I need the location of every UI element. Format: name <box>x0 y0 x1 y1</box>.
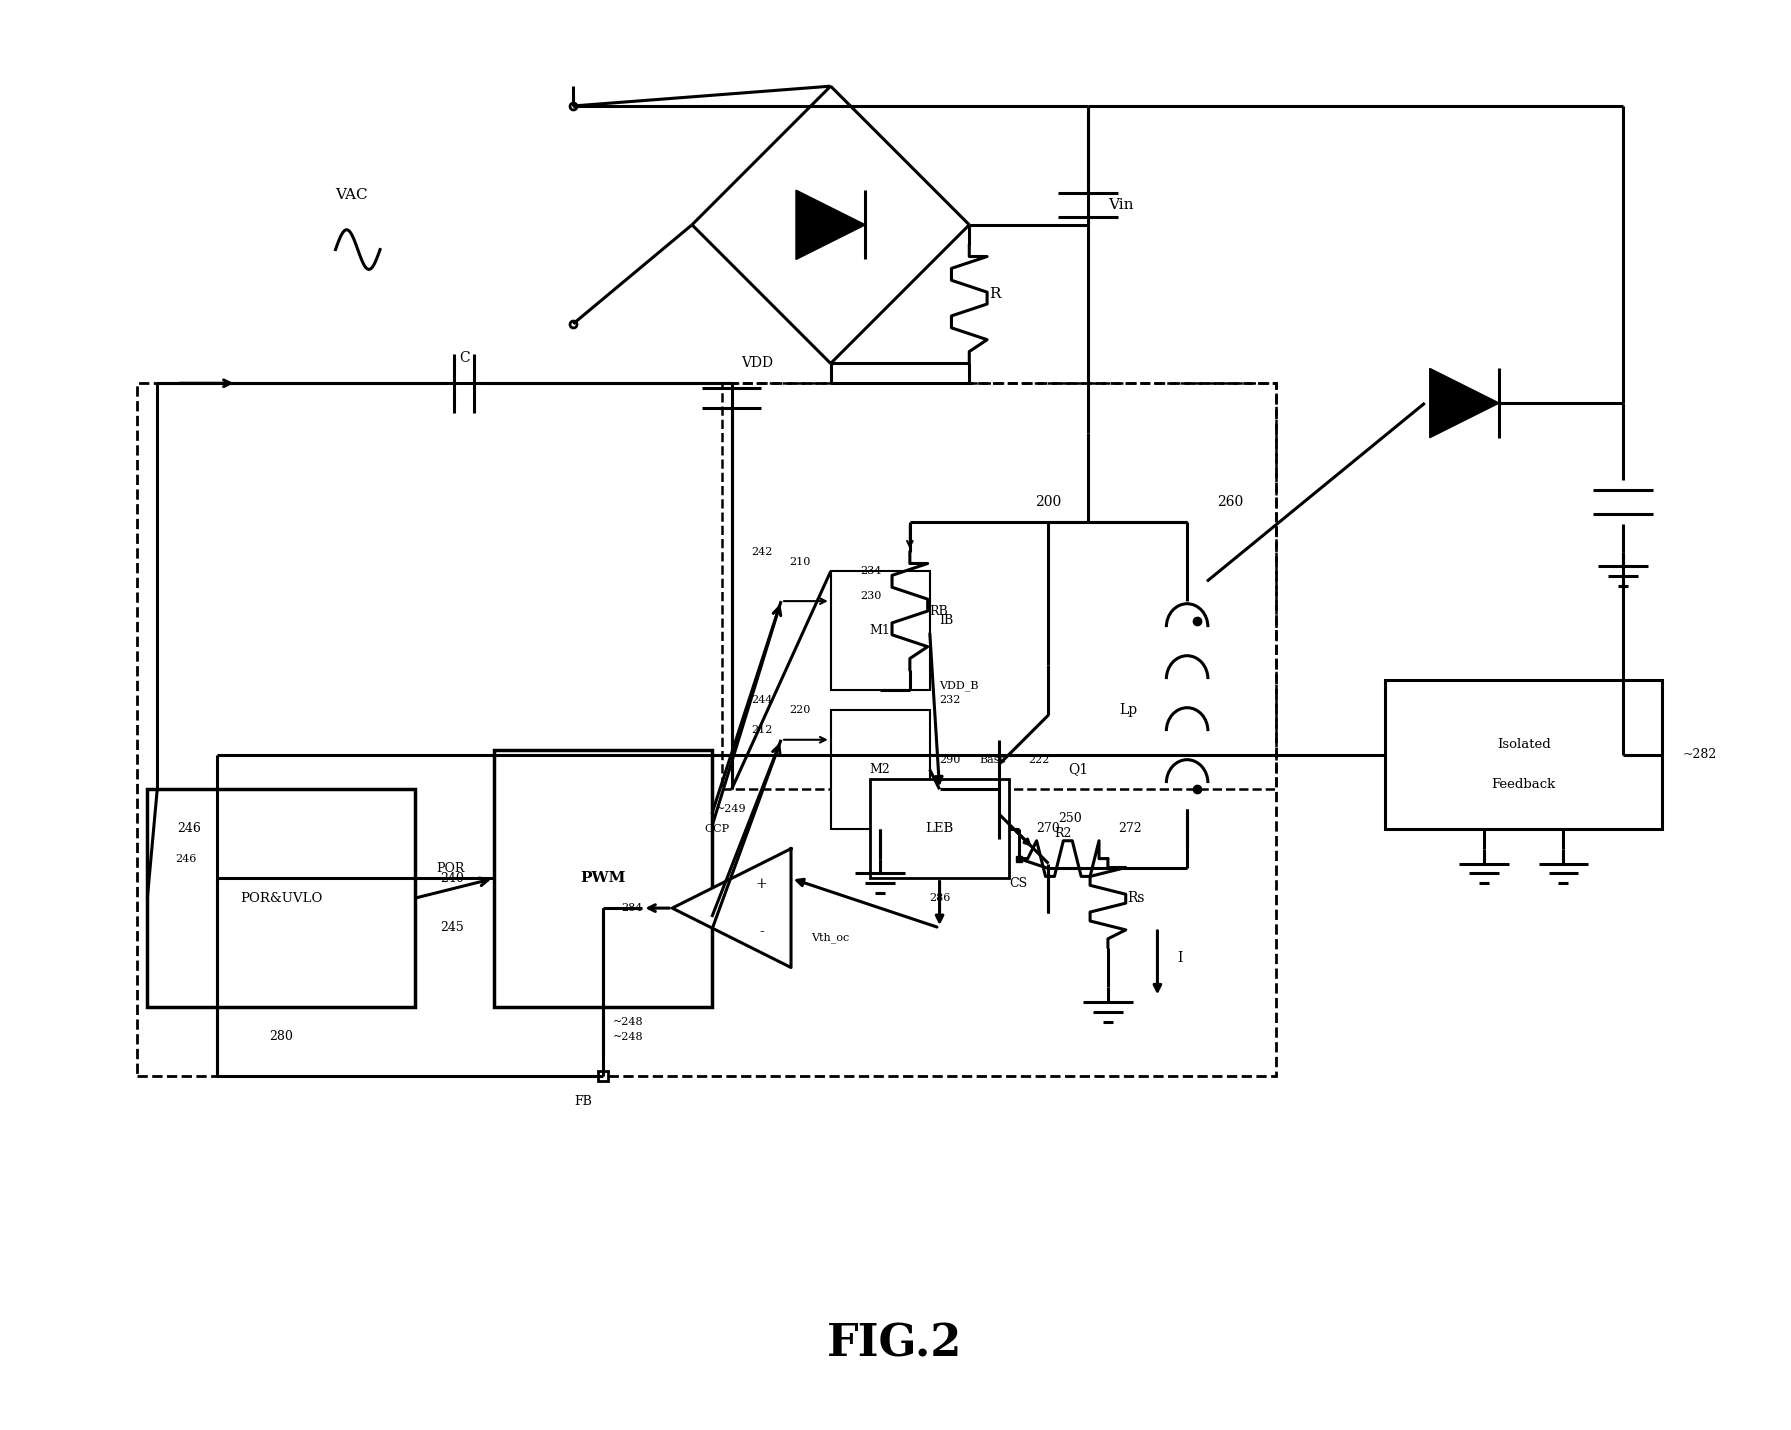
Bar <box>147 789 416 1007</box>
Text: 212: 212 <box>752 725 772 735</box>
Text: Lp: Lp <box>1119 704 1137 716</box>
Text: 234: 234 <box>860 566 881 576</box>
Text: 240: 240 <box>441 872 464 885</box>
Text: 230: 230 <box>860 591 881 601</box>
Text: 246: 246 <box>176 854 197 864</box>
Text: Isolated: Isolated <box>1497 738 1551 751</box>
Text: 246: 246 <box>177 822 201 835</box>
Bar <box>831 572 930 691</box>
Text: 290: 290 <box>940 755 962 765</box>
Bar <box>138 383 1277 1077</box>
Text: ~249: ~249 <box>716 804 747 814</box>
Text: FIG.2: FIG.2 <box>827 1323 964 1366</box>
Text: +: + <box>756 878 767 891</box>
Text: LEB: LEB <box>926 822 953 835</box>
Text: Vin: Vin <box>1109 197 1134 212</box>
Text: Base: Base <box>980 755 1007 765</box>
Bar <box>870 779 1008 878</box>
Text: 222: 222 <box>1028 755 1050 765</box>
Polygon shape <box>672 848 792 968</box>
Text: 244: 244 <box>752 695 772 705</box>
Text: I: I <box>1177 951 1182 965</box>
Text: 245: 245 <box>441 921 464 934</box>
Text: 210: 210 <box>790 556 811 566</box>
Text: 280: 280 <box>269 1031 294 1044</box>
Text: Vth_oc: Vth_oc <box>811 932 849 944</box>
Polygon shape <box>795 190 865 259</box>
Text: ~248: ~248 <box>613 1017 643 1027</box>
Text: C: C <box>458 352 469 366</box>
Text: IB: IB <box>940 615 955 628</box>
Text: OCP: OCP <box>704 824 729 834</box>
Text: 286: 286 <box>930 894 951 904</box>
Text: VDD: VDD <box>741 356 774 370</box>
Text: POR&UVLO: POR&UVLO <box>240 892 322 905</box>
Text: 270: 270 <box>1037 822 1060 835</box>
Text: VDD_B: VDD_B <box>940 679 980 691</box>
Text: Q1: Q1 <box>1067 762 1089 776</box>
Text: 242: 242 <box>752 546 772 556</box>
Text: 232: 232 <box>940 695 962 705</box>
Text: PWM: PWM <box>580 871 625 885</box>
Text: Rs: Rs <box>1128 891 1144 905</box>
Bar <box>494 749 711 1007</box>
Bar <box>722 383 1277 789</box>
Text: ~282: ~282 <box>1682 748 1716 761</box>
Text: 272: 272 <box>1118 822 1141 835</box>
Text: VAC: VAC <box>335 189 369 202</box>
Text: ~248: ~248 <box>613 1032 643 1042</box>
Text: CS: CS <box>1010 877 1028 889</box>
Text: RB: RB <box>930 605 949 618</box>
Text: POR: POR <box>435 862 464 875</box>
Text: Feedback: Feedback <box>1492 778 1556 791</box>
Text: R2: R2 <box>1055 828 1073 841</box>
Bar <box>1384 681 1662 829</box>
Text: 284: 284 <box>621 904 643 914</box>
Polygon shape <box>1429 369 1499 438</box>
Text: -: - <box>759 925 763 940</box>
Text: 200: 200 <box>1035 495 1062 509</box>
Text: 260: 260 <box>1216 495 1243 509</box>
Text: R: R <box>989 287 1001 302</box>
Text: 250: 250 <box>1058 812 1082 825</box>
Text: FB: FB <box>575 1095 593 1108</box>
Bar <box>831 711 930 829</box>
Text: M2: M2 <box>870 764 890 776</box>
Text: 220: 220 <box>790 705 811 715</box>
Text: M1: M1 <box>870 625 890 638</box>
